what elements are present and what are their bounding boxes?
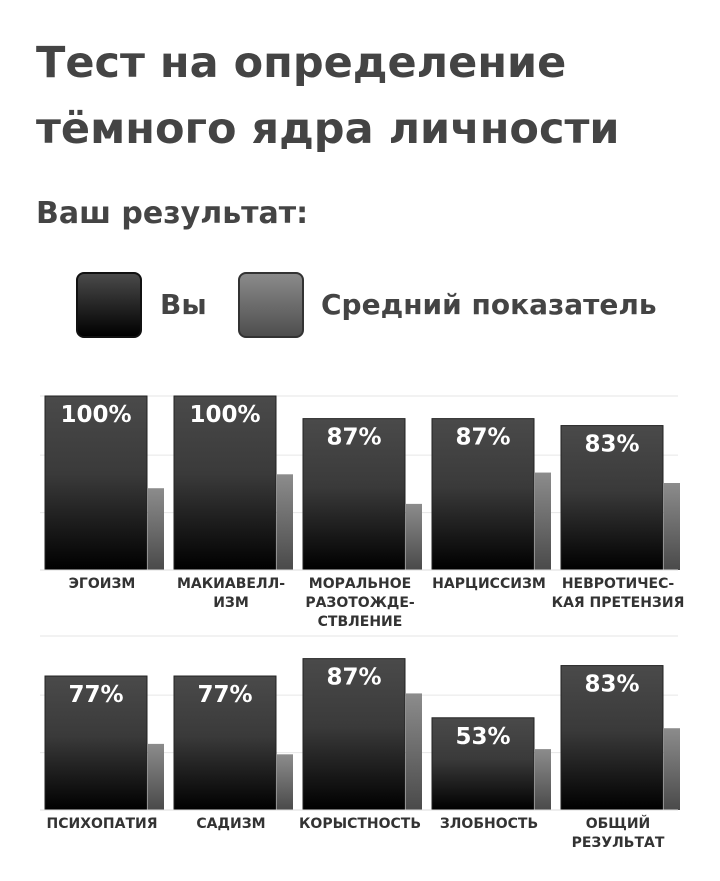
category-label: КАЯ ПРЕТЕНЗИЯ xyxy=(552,595,685,611)
bar-average xyxy=(535,749,551,810)
page-title: Тест на определение тёмного ядра личност… xyxy=(36,38,620,154)
bar-average xyxy=(664,728,680,810)
bar-you xyxy=(431,717,535,811)
category-label: ОБЩИЙ xyxy=(586,815,651,832)
category-label: ПСИХОПАТИЯ xyxy=(46,816,157,832)
category-label: НАРЦИССИЗМ xyxy=(432,576,546,592)
bar-you xyxy=(431,418,535,571)
bar-value-label: 83% xyxy=(584,432,639,458)
category-label: ЭГОИЗМ xyxy=(69,576,136,592)
bar-average xyxy=(664,483,680,570)
category-label: САДИЗМ xyxy=(196,816,265,832)
category-label: РАЗОТОЖДЕ- xyxy=(305,595,415,611)
bar-value-label: 87% xyxy=(455,425,510,451)
bar-you xyxy=(302,418,406,571)
bar-you xyxy=(44,675,148,811)
bar-you xyxy=(302,658,406,811)
category-label: МОРАЛЬНОЕ xyxy=(309,576,411,592)
bar-you xyxy=(560,665,664,811)
bar-value-label: 87% xyxy=(326,425,381,451)
bar-value-label: 77% xyxy=(197,682,252,708)
bar-value-label: 83% xyxy=(584,672,639,698)
bar-value-label: 100% xyxy=(189,402,260,428)
category-label: ЗЛОБНОСТЬ xyxy=(440,816,538,832)
category-label: СТВЛЕНИЕ xyxy=(318,614,403,630)
legend-swatch-you xyxy=(76,272,142,338)
bar-you xyxy=(173,395,277,571)
category-label: РЕЗУЛЬТАТ xyxy=(572,835,665,851)
bar-average xyxy=(277,474,293,570)
legend-swatch-average xyxy=(238,272,304,338)
legend-label-average: Средний показатель xyxy=(321,288,657,321)
category-label: ИЗМ xyxy=(213,595,249,611)
category-label: НЕВРОТИЧЕС- xyxy=(562,576,675,592)
bar-average xyxy=(535,472,551,570)
bar-value-label: 53% xyxy=(455,724,510,750)
bar-value-label: 77% xyxy=(68,682,123,708)
bar-average xyxy=(406,503,422,570)
bar-value-label: 87% xyxy=(326,665,381,691)
category-label: МАКИАВЕЛЛ- xyxy=(177,576,285,592)
results-bar-chart: 100% ЭГОИЗМ 100% МАКИАВЕЛЛ- ИЗМ 87% МОРАЛЬНОЕ Р… xyxy=(40,395,685,851)
result-heading: Ваш результат: xyxy=(36,196,309,231)
bar-you xyxy=(44,395,148,571)
bar-you xyxy=(173,675,277,811)
bar-average xyxy=(148,743,164,810)
bar-value-label: 100% xyxy=(60,402,131,428)
bar-average xyxy=(277,754,293,810)
legend-label-you: Вы xyxy=(160,288,207,321)
category-label: КОРЫСТНОСТЬ xyxy=(299,816,421,832)
bar-average xyxy=(148,488,164,570)
bar-average xyxy=(406,693,422,810)
